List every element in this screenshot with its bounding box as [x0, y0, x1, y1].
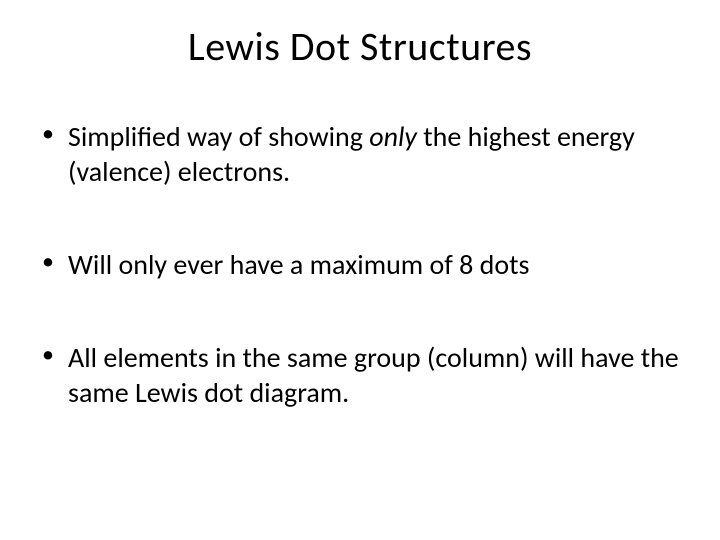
bullet-list: Simplified way of showing only the highe… — [38, 119, 682, 410]
bullet-text-pre: Will only ever have a maximum of 8 dots — [68, 247, 529, 282]
slide-title: Lewis Dot Structures — [38, 22, 682, 71]
bullet-item: Will only ever have a maximum of 8 dots — [38, 247, 682, 282]
bullet-item: All elements in the same group (column) … — [38, 340, 682, 410]
bullet-text-pre: Simplified way of showing — [68, 119, 369, 154]
bullet-text-pre: All elements in the same group (column) … — [68, 340, 679, 410]
bullet-text-italic: only — [369, 119, 417, 154]
bullet-item: Simplified way of showing only the highe… — [38, 119, 682, 189]
slide-container: Lewis Dot Structures Simplified way of s… — [0, 0, 720, 540]
